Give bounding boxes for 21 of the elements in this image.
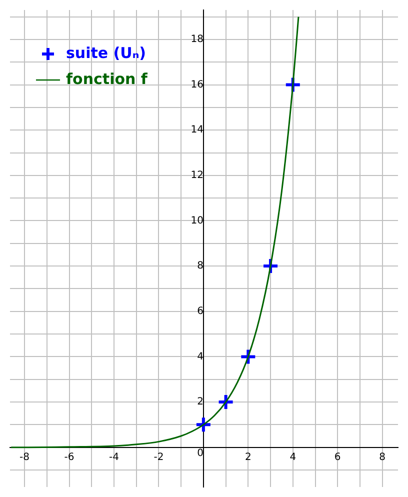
line-series [10, 16, 300, 448]
x-tick-label: 4 [290, 452, 296, 463]
y-tick-label: 0 [197, 448, 204, 459]
legend-label: fonction f [66, 70, 148, 88]
x-tick-label: 2 [244, 452, 252, 463]
y-tick-label: 14 [190, 124, 204, 136]
x-tick-label: -2 [154, 452, 164, 463]
legend-label: suite (Uₙ) [66, 44, 146, 62]
x-tick-label: -8 [20, 452, 30, 463]
y-tick-label: 10 [190, 215, 204, 226]
x-tick-label: -4 [108, 452, 119, 463]
y-tick-label: 8 [197, 260, 204, 272]
y-tick-label: 6 [197, 306, 204, 317]
y-tick-label: 18 [190, 34, 204, 46]
y-tick-label: 2 [197, 396, 204, 408]
y-tick-label: 12 [190, 170, 204, 182]
y-tick-label: 16 [190, 79, 204, 90]
x-tick-label: 6 [334, 452, 341, 463]
y-tick-label: 4 [197, 351, 204, 362]
x-tick-label: -6 [64, 452, 74, 463]
x-tick-label: 8 [379, 452, 386, 463]
